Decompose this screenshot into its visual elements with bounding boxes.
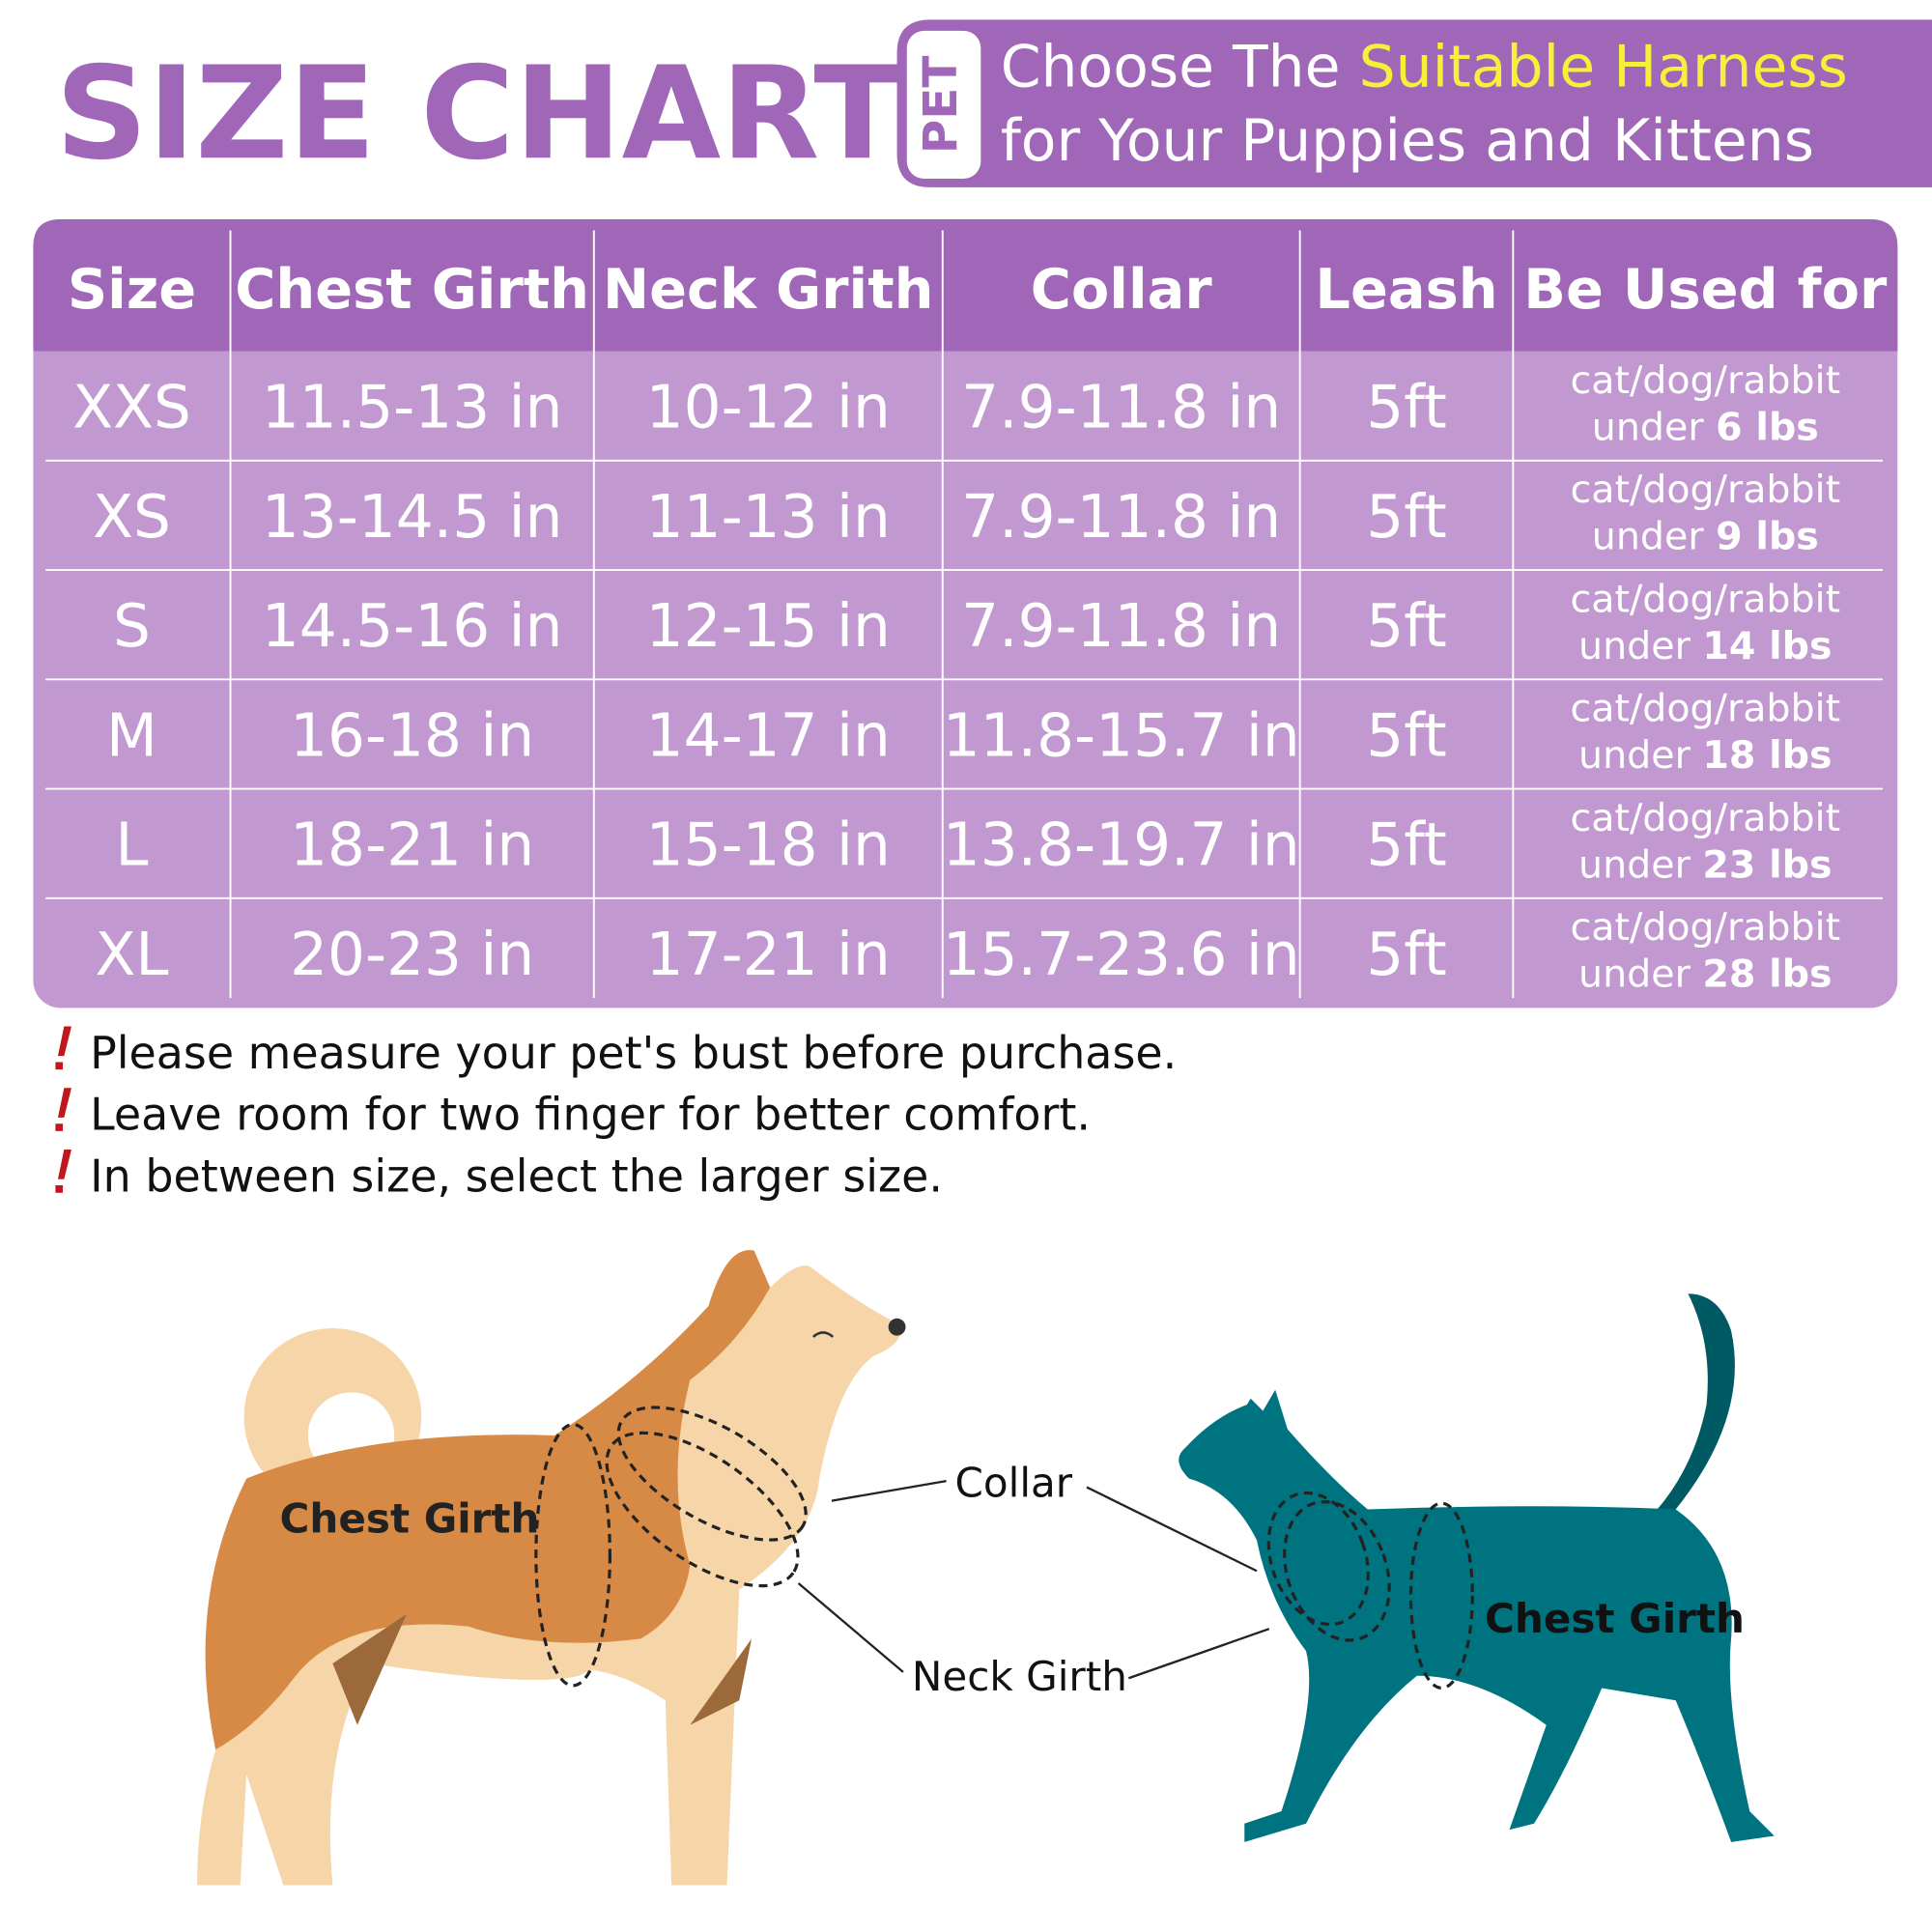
dog-chest-label: Chest Girth (280, 1495, 540, 1543)
table-header (33, 219, 1898, 352)
use-weight: under 28 lbs (1578, 952, 1833, 997)
badge-box (906, 30, 981, 179)
cell: XL (95, 921, 168, 989)
use-species: cat/dog/rabbit (1570, 796, 1840, 840)
cell: 15-18 in (646, 811, 891, 880)
cell: L (115, 811, 148, 880)
tagline-line1: Choose The Suitable Harness (1001, 33, 1848, 100)
note: Please measure your pet's bust before pu… (90, 1027, 1177, 1079)
cell: 10-12 in (646, 374, 891, 442)
column-header: Collar (1031, 257, 1213, 322)
warning-icon (55, 1088, 71, 1131)
use-prefix: under (1578, 624, 1691, 668)
use-weight: under 9 lbs (1592, 515, 1819, 559)
cell: 5ft (1366, 483, 1446, 552)
use-species: cat/dog/rabbit (1570, 687, 1840, 731)
column-header: Leash (1315, 257, 1497, 322)
cell: 16-18 in (290, 701, 534, 770)
size-table: Size Chest Girth Neck Grith Collar Leash Be U… (33, 219, 1898, 1009)
tagline-line2: for Your Puppies and Kittens (1001, 107, 1814, 175)
table-body (33, 219, 1898, 1009)
tagline-highlight: Suitable Harness (1359, 33, 1848, 100)
use-prefix: under (1592, 515, 1705, 559)
title: SIZE CHART (55, 40, 901, 188)
note: Leave room for two finger for better com… (90, 1089, 1091, 1141)
use-weight: under 6 lbs (1592, 405, 1819, 449)
cell: 11-13 in (646, 483, 891, 552)
dog-illustration (197, 1250, 906, 1886)
badge-banner (896, 19, 1932, 187)
column-header: Neck Grith (603, 257, 933, 322)
use-species: cat/dog/rabbit (1570, 905, 1840, 950)
use-prefix: under (1578, 952, 1691, 997)
cell: 14-17 in (646, 701, 891, 770)
use-species: cat/dog/rabbit (1570, 358, 1840, 403)
use-weight-value: 28 lbs (1702, 952, 1832, 997)
collar-label: Collar (955, 1460, 1073, 1507)
cell: 11.5-13 in (262, 374, 563, 442)
use-weight-value: 6 lbs (1716, 405, 1819, 449)
use-prefix: under (1592, 405, 1705, 449)
use-weight: under 23 lbs (1578, 842, 1833, 887)
cell: 11.8-15.7 in (943, 701, 1300, 770)
cell: XXS (72, 374, 191, 442)
cell: 20-23 in (290, 921, 534, 989)
use-weight-value: 18 lbs (1702, 733, 1832, 778)
connectors (797, 1480, 1270, 1680)
cat-chest-label: Chest Girth (1485, 1595, 1745, 1642)
use-species: cat/dog/rabbit (1570, 468, 1840, 512)
cell: S (113, 592, 151, 661)
use-weight-value: 9 lbs (1716, 515, 1819, 559)
warning-icon (55, 1150, 71, 1193)
cell: 5ft (1366, 921, 1446, 989)
use-species: cat/dog/rabbit (1570, 577, 1840, 621)
column-header: Size (68, 257, 196, 322)
badge-text: PET (914, 56, 968, 155)
cell: 7.9-11.8 in (961, 374, 1281, 442)
use-weight: under 18 lbs (1578, 733, 1833, 778)
cell: 5ft (1366, 592, 1446, 661)
tagline-plain: Choose The (1001, 33, 1359, 100)
cell: XS (93, 483, 171, 552)
column-header: Be Used for (1523, 257, 1888, 322)
cell: 5ft (1366, 374, 1446, 442)
warning-icon (55, 1026, 71, 1070)
notes: Please measure your pet's bust before pu… (55, 1026, 1177, 1202)
cat-illustration (1179, 1293, 1775, 1842)
note: In between size, select the larger size. (90, 1150, 943, 1202)
use-prefix: under (1578, 842, 1691, 887)
cell: M (106, 701, 157, 770)
use-weight-value: 23 lbs (1702, 842, 1832, 887)
neck-label: Neck Girth (912, 1653, 1127, 1700)
cell: 12-15 in (646, 592, 891, 661)
cell: 5ft (1366, 811, 1446, 880)
cell: 5ft (1366, 701, 1446, 770)
cell: 7.9-11.8 in (961, 592, 1281, 661)
cell: 17-21 in (646, 921, 891, 989)
use-prefix: under (1578, 733, 1691, 778)
cell: 13.8-19.7 in (943, 811, 1300, 880)
cell: 15.7-23.6 in (943, 921, 1300, 989)
cell: 7.9-11.8 in (961, 483, 1281, 552)
use-weight-value: 14 lbs (1702, 624, 1832, 668)
cell: 18-21 in (290, 811, 534, 880)
use-weight: under 14 lbs (1578, 624, 1833, 668)
column-header: Chest Girth (235, 257, 589, 322)
cell: 14.5-16 in (262, 592, 563, 661)
cell: 13-14.5 in (262, 483, 563, 552)
